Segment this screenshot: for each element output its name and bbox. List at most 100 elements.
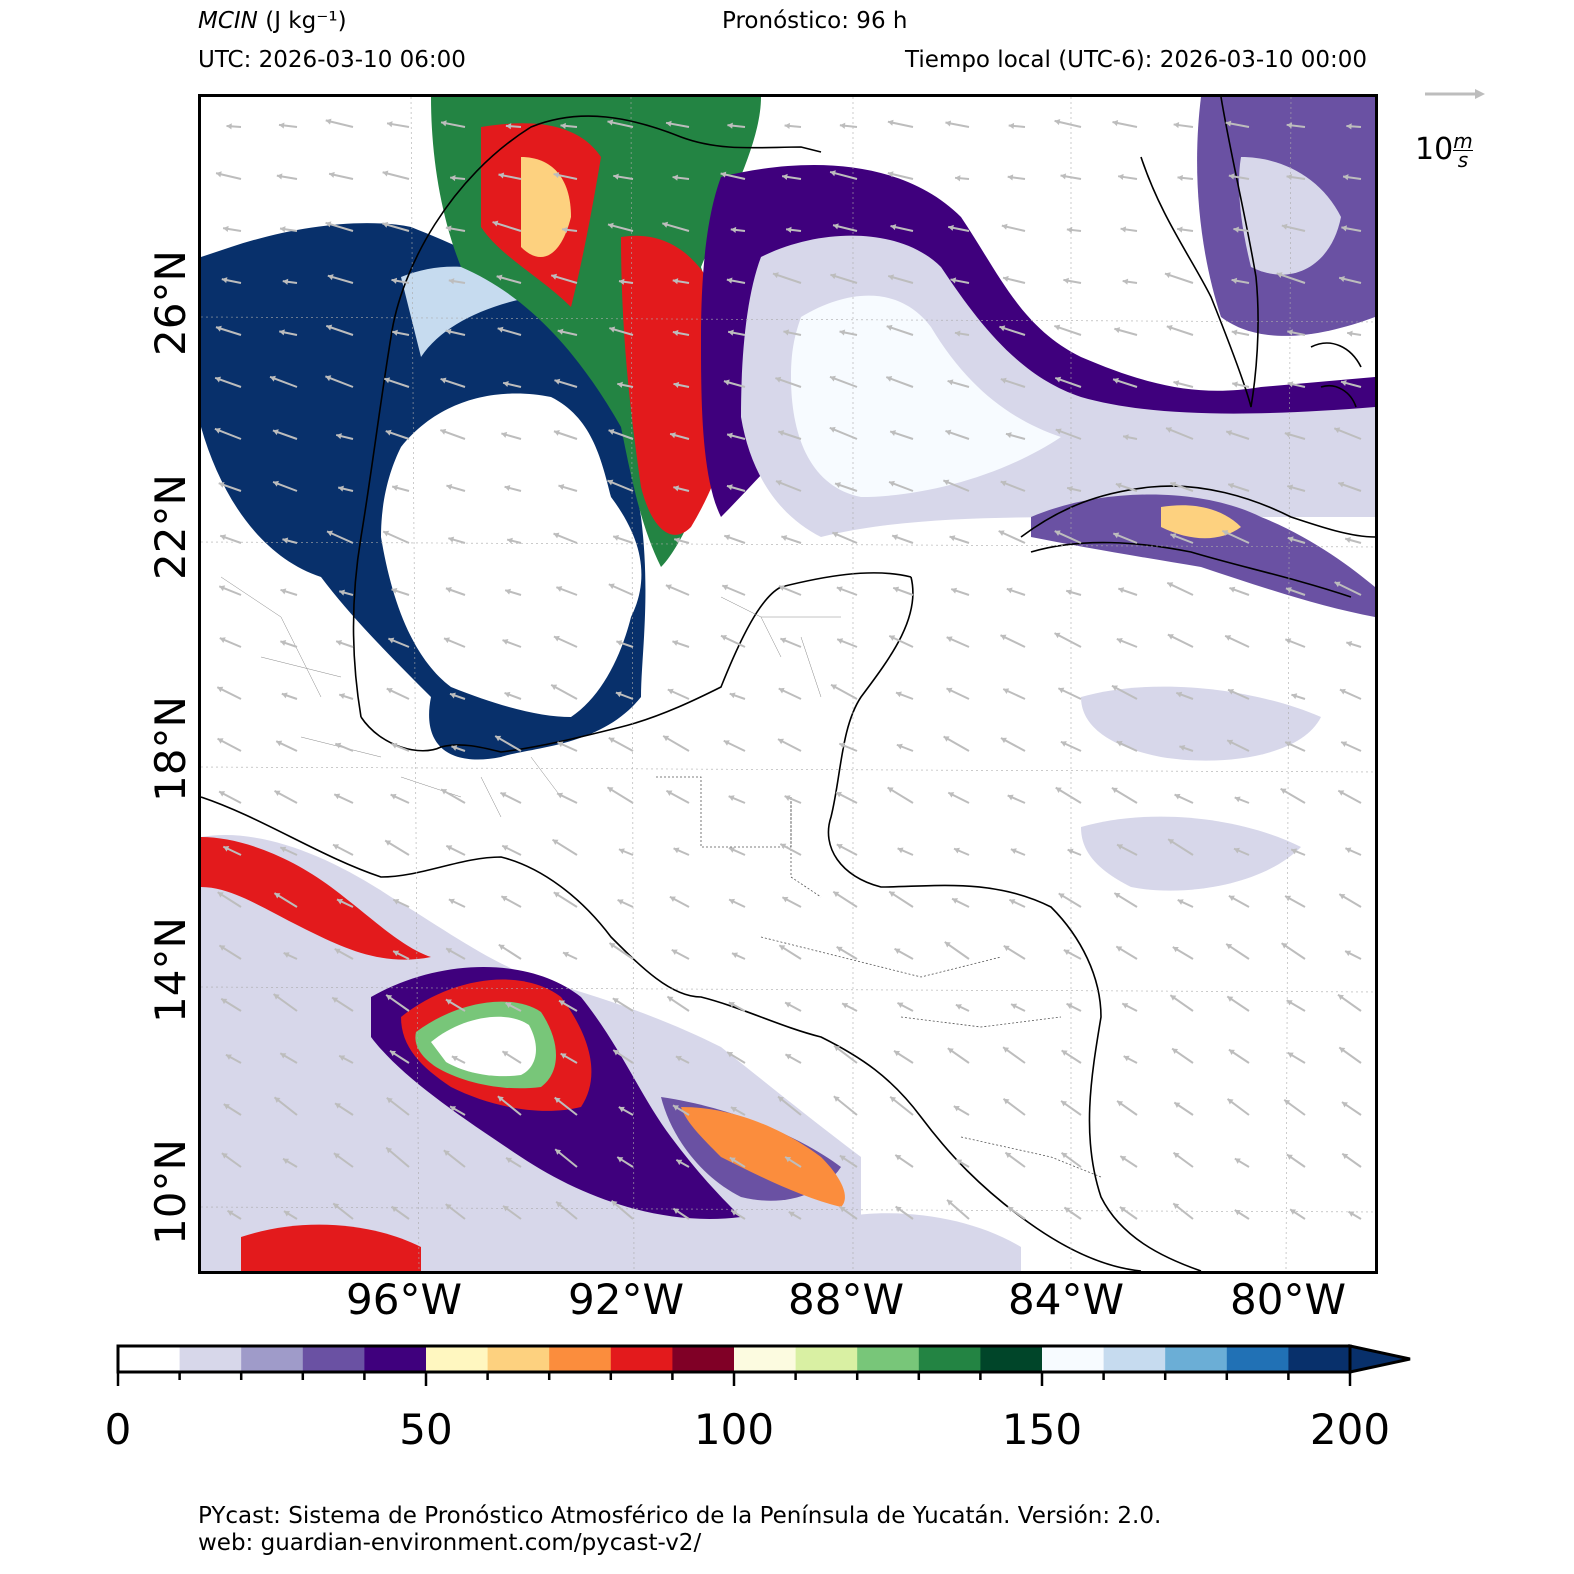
- wind-arrow-head: [441, 789, 448, 795]
- wind-arrow-head: [788, 1211, 795, 1218]
- field-gulf-mid: [401, 266, 531, 357]
- wind-arrow-head: [785, 1156, 792, 1163]
- wind-arrow-head: [450, 174, 456, 182]
- wind-arrow-head: [1067, 485, 1073, 493]
- wind-arrow-head: [280, 1053, 287, 1059]
- wind-arrow-head: [1167, 634, 1174, 640]
- coast-yucatan-east: [827, 576, 1202, 1271]
- wind-arrow-head: [218, 481, 225, 488]
- wind-arrow-head: [217, 686, 224, 693]
- wind-arrow-head: [497, 1096, 504, 1102]
- wind-arrow-head: [1064, 1207, 1071, 1213]
- wind-arrow-head: [888, 274, 895, 281]
- wind-arrow-head: [553, 172, 560, 179]
- wind-vectors: [214, 118, 1362, 1220]
- wind-arrow-head: [1005, 432, 1012, 439]
- wind-arrow-head: [954, 847, 960, 854]
- wind-arrow-head: [889, 891, 896, 897]
- wind-arrow-head: [1003, 1047, 1010, 1053]
- wind-arrow-head: [836, 946, 843, 953]
- wind-arrow-head: [502, 639, 509, 645]
- wind-arrow-head: [1054, 119, 1061, 126]
- wind-arrow-head: [1010, 848, 1017, 855]
- wind-arrow-head: [617, 899, 624, 905]
- wind-arrow-head: [506, 1157, 513, 1164]
- coast-pacific: [201, 796, 1142, 1271]
- wind-arrow-head: [1285, 638, 1292, 645]
- wind-arrow-head: [1003, 688, 1010, 694]
- wind-arrow-head: [215, 325, 222, 332]
- wind-arrow-head: [216, 171, 222, 178]
- wind-arrow-head: [617, 381, 623, 388]
- wind-arrow-head: [886, 324, 893, 331]
- wind-arrow-head: [830, 170, 836, 177]
- wind-arrow-head: [555, 1149, 562, 1155]
- wind-arrow-head: [727, 432, 733, 439]
- wind-arrow-head: [672, 174, 679, 181]
- field-se-purple: [841, 1213, 1021, 1271]
- wind-arrow-head: [505, 123, 512, 130]
- wind-arrow-head: [282, 278, 289, 285]
- wind-arrow-head: [448, 898, 455, 905]
- wind-arrow-head: [1006, 587, 1013, 594]
- wind-arrow-head: [775, 376, 782, 383]
- wind-arrow-head: [887, 119, 894, 126]
- wind-arrow-head: [1007, 794, 1014, 801]
- wind-arrow-head: [829, 426, 836, 433]
- wind-arrow-head: [1111, 787, 1118, 794]
- wind-arrow-head: [1177, 226, 1183, 233]
- field-carib-1: [1081, 686, 1321, 761]
- wind-arrow-head: [772, 272, 779, 279]
- wind-arrow-head: [616, 640, 623, 646]
- wind-arrow-head: [889, 480, 895, 487]
- utc-time: UTC: 2026-03-10 06:00: [198, 47, 466, 73]
- field-north-yellow: [521, 157, 571, 257]
- colorbar-segment: [118, 1346, 181, 1372]
- wind-arrow-head: [780, 843, 787, 850]
- wind-arrow-head: [784, 795, 791, 801]
- wind-arrow-head: [672, 640, 679, 646]
- wind-arrow-head: [1231, 277, 1238, 284]
- wind-arrow-head: [1234, 1158, 1241, 1164]
- wind-arrow-head: [502, 1051, 509, 1057]
- wind-arrow-head: [557, 792, 564, 799]
- wind-arrow-head: [1343, 174, 1349, 181]
- wind-arrow-head: [280, 226, 286, 233]
- wind-arrow-head: [998, 530, 1005, 536]
- wind-arrow-head: [897, 847, 904, 854]
- wind-arrow-head: [673, 847, 680, 854]
- colorbar-segment: [857, 1346, 920, 1372]
- wind-arrow-head: [1166, 324, 1173, 331]
- field-cuba-yellow: [1161, 505, 1241, 539]
- wind-arrow-head: [219, 637, 226, 643]
- wind-arrow-head: [553, 532, 560, 539]
- wind-arrow-head: [1281, 943, 1288, 949]
- wind-arrow-head: [730, 226, 737, 234]
- wind-arrow-head: [839, 1155, 846, 1161]
- wind-arrow-head: [1113, 377, 1119, 384]
- wind-arrow-head: [722, 584, 729, 591]
- wind-arrow-head: [446, 948, 453, 954]
- wind-arrow-head: [1058, 687, 1065, 694]
- wind-arrow-head: [727, 1052, 734, 1058]
- wind-arrow-head: [498, 172, 505, 179]
- local-time: Tiempo local (UTC-6): 2026-03-10 00:00: [905, 47, 1367, 73]
- coast-bahamas: [1310, 342, 1362, 408]
- wind-arrow-head: [1172, 946, 1179, 953]
- wind-arrow-head: [325, 221, 332, 228]
- wind-arrow-head: [1287, 329, 1293, 336]
- wind-arrow-head: [503, 1205, 510, 1212]
- parallel-18: [201, 766, 1375, 773]
- reference-units-bottom: s: [1457, 148, 1469, 172]
- wind-arrow-head: [950, 277, 957, 284]
- wind-arrow-head: [613, 173, 619, 180]
- wind-arrow-head: [336, 433, 342, 440]
- wind-arrow-head: [336, 639, 343, 646]
- wind-arrow-head: [384, 377, 391, 384]
- field-pacific-red: [201, 837, 431, 960]
- wind-arrow-head: [1227, 739, 1234, 746]
- wind-arrow-head: [608, 429, 615, 435]
- wind-arrow-head: [556, 1201, 563, 1208]
- wind-arrow-head: [391, 742, 398, 749]
- wind-arrow-head: [1290, 1209, 1297, 1215]
